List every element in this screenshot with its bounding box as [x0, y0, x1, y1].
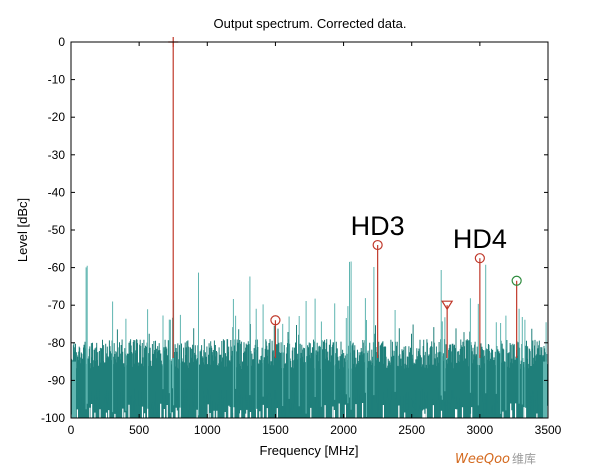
annotation-hd4: HD4: [453, 224, 507, 254]
y-tick-label-4: -40: [48, 185, 66, 199]
x-tick-label-0: 0: [68, 423, 75, 437]
noise-edge-right: [543, 361, 547, 418]
y-tick-label-5: -50: [48, 223, 66, 237]
noise-floor-dropouts: [76, 403, 538, 418]
x-tick-label-5: 2500: [398, 423, 425, 437]
tone-stems: [168, 37, 522, 358]
x-tick-label-2: 1000: [194, 423, 221, 437]
chart-title: Output spectrum. Corrected data.: [214, 16, 407, 31]
watermark-brand: WeeQoo: [455, 452, 510, 467]
y-tick-label-8: -80: [48, 336, 66, 350]
noise-floor: [70, 261, 549, 418]
noise-edge-left: [72, 361, 76, 418]
x-tick-label-7: 3500: [535, 423, 562, 437]
y-tick-label-9: -90: [48, 373, 66, 387]
y-tick-label-1: -10: [48, 73, 66, 87]
watermark: WeeQoo 维库: [455, 451, 536, 467]
watermark-cn: 维库: [512, 451, 536, 466]
y-axis-label: Level [dBc]: [15, 198, 30, 262]
tone-marker-2: [372, 239, 383, 251]
annotation-hd3: HD3: [351, 211, 405, 241]
x-tick-label-3: 1500: [262, 423, 289, 437]
y-axis-ticks: 0 -10 -20 -30 -40 -50 -60 -70 -80 -90 -100: [41, 35, 548, 425]
y-tick-label-2: -20: [48, 110, 66, 124]
tone-marker-5: [511, 275, 522, 286]
x-tick-label-6: 3000: [467, 423, 494, 437]
noise-floor-spurs: [85, 261, 547, 418]
y-tick-label-3: -30: [48, 148, 66, 162]
tone-marker-3: [441, 300, 454, 311]
x-tick-label-1: 500: [129, 423, 149, 437]
x-axis-ticks: 0 500 1000 1500 2000 2500 3000 3500: [68, 42, 562, 437]
annotations: HD3 HD4: [351, 211, 507, 254]
y-tick-label-6: -60: [48, 261, 66, 275]
x-tick-label-4: 2000: [330, 423, 357, 437]
y-tick-label-0: 0: [58, 35, 65, 49]
y-tick-label-7: -70: [48, 298, 66, 312]
y-tick-label-10: -100: [41, 411, 65, 425]
x-axis-label: Frequency [MHz]: [260, 443, 359, 458]
tone-marker-4: [474, 253, 485, 264]
tone-marker-1: [270, 315, 281, 326]
